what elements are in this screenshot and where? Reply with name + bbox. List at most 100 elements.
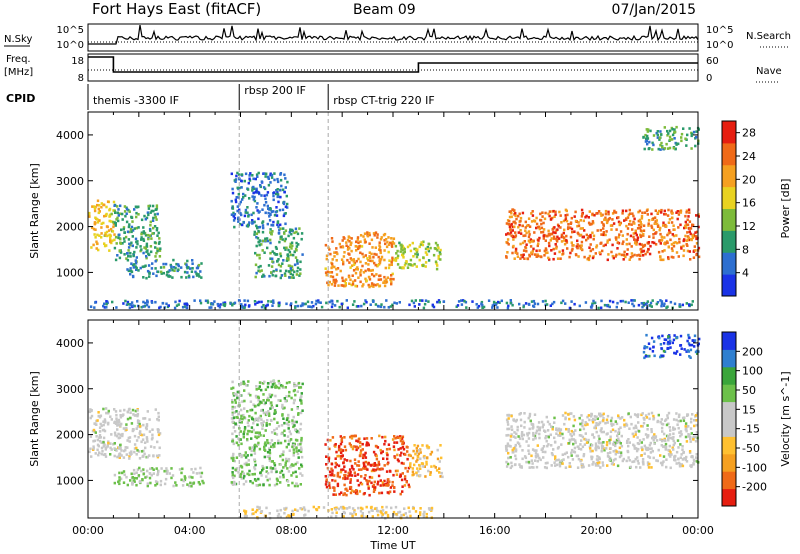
echo-cell [347,252,350,255]
echo-cell [268,414,271,417]
echo-cell [195,274,199,277]
echo-cell [659,255,662,259]
echo-cell [511,448,514,452]
echo-cell [170,476,173,480]
echo-cell [246,421,250,424]
echo-region [642,125,700,151]
echo-cell [202,481,205,485]
echo-cell [641,211,644,215]
echo-cell [644,414,648,417]
echo-cell [264,441,267,444]
echo-cell [555,240,559,243]
echo-cell [669,455,672,458]
echo-cell [378,244,381,247]
echo-cell [116,211,119,215]
echo-cell [178,468,182,471]
echo-cell [235,441,238,445]
echo-cell [342,468,345,471]
echo-cell [477,304,481,308]
echo-cell [399,454,402,457]
echo-cell [242,221,245,224]
echo-cell [347,275,351,279]
echo-cell [231,399,234,402]
echo-cell [422,306,426,310]
echo-region [408,444,444,479]
echo-cell [295,447,298,450]
echo-cell [564,302,567,305]
echo-cell [402,251,405,255]
echo-cell [368,251,371,254]
echo-cell [238,402,241,405]
echo-cell [425,512,428,516]
echo-cell [175,262,178,266]
echo-cell [256,175,259,178]
colorbar-tick-label: 8 [742,243,749,256]
echo-cell [252,403,255,406]
echo-cell [257,399,260,402]
echo-cell [139,249,142,253]
echo-cell [375,454,378,458]
echo-cell [659,143,662,147]
echo-cell [600,449,603,453]
echo-cell [666,134,669,137]
echo-cell [269,238,272,242]
echo-cell [289,438,293,441]
echo-cell [359,451,362,455]
echo-cell [612,458,616,462]
echo-cell [427,242,431,246]
echo-cell [429,246,432,250]
echo-cell [650,466,653,469]
echo-cell [111,230,115,233]
echo-cell [668,129,672,133]
echo-cell [124,299,127,303]
echo-cell [257,387,261,390]
echo-cell [342,255,346,258]
echo-cell [254,191,257,194]
echo-cell [614,441,617,445]
echo-cell [519,229,522,232]
echo-cell [546,251,549,254]
echo-cell [104,448,107,451]
echo-cell [297,412,300,415]
echo-cell [165,273,169,277]
echo-cell [681,448,684,451]
echo-cell [598,461,601,464]
echo-cell [131,263,135,267]
echo-cell [378,284,382,288]
echo-cell [391,272,394,276]
echo-cell [135,439,139,442]
echo-cell [135,240,138,244]
echo-cell [524,456,528,460]
echo-cell [271,257,274,261]
echo-cell [113,473,117,477]
echo-cell [510,433,513,436]
echo-cell [193,299,196,302]
echo-cell [652,233,655,236]
echo-cell [122,449,126,453]
echo-cell [241,382,244,385]
echo-cell [615,253,618,257]
echo-cell [527,230,531,233]
echo-cell [668,218,672,221]
echo-cell [352,258,355,261]
echo-cell [271,460,274,463]
echo-cell [233,225,236,229]
echo-cell [143,214,146,218]
echo-cell [333,486,336,490]
echo-cell [290,232,293,236]
echo-cell [345,459,349,462]
echo-cell [241,470,244,474]
echo-cell [96,203,99,207]
echo-cell [430,509,433,512]
echo-cell [592,255,595,258]
echo-cell [138,480,141,484]
echo-cell [387,250,390,254]
echo-cell [394,505,398,509]
echo-cell [663,242,666,245]
echo-cell [693,334,697,338]
echo-cell [259,184,262,187]
echo-cell [94,216,97,220]
echo-cell [310,305,314,309]
nsky-line [88,24,699,45]
echo-cell [287,423,290,427]
